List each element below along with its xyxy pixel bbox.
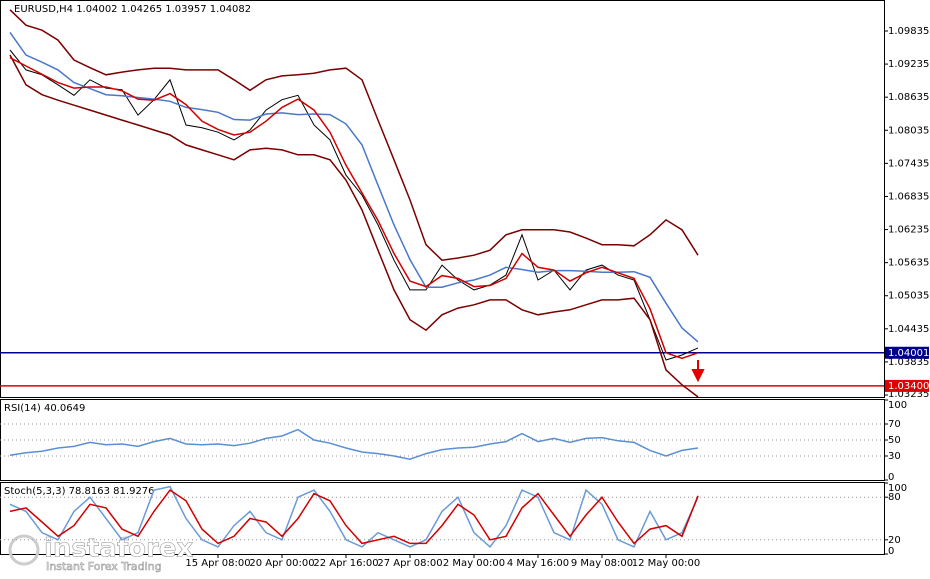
y-tick-label: 1.09235 [888, 59, 929, 70]
x-tick-label: 22 Apr 16:00 [313, 558, 378, 569]
y-tick-label: 100 [888, 400, 907, 411]
x-tick-label: 2 May 00:00 [443, 558, 505, 569]
y-tick-label: 1.06835 [888, 191, 929, 202]
level-label: 1.04001 [888, 348, 929, 359]
watermark-brand: instaforex [44, 534, 194, 564]
y-tick-label: 1.04435 [888, 324, 929, 335]
stoch-panel [0, 482, 885, 555]
rsi-title: RSI(14) 40.0649 [4, 403, 85, 414]
main-panel [0, 0, 885, 398]
y-tick-label: 1.05035 [888, 291, 929, 302]
y-tick-label: 1.09835 [888, 26, 929, 37]
y-tick-label: 1.05635 [888, 258, 929, 269]
level-tag [885, 379, 929, 392]
series-line [9, 428, 699, 460]
x-tick-label: 27 Apr 08:00 [377, 558, 442, 569]
level-label: 1.03400 [888, 381, 929, 392]
series-line [9, 31, 699, 343]
y-tick-label: 70 [888, 419, 901, 430]
watermark-slogan: Instant Forex Trading [46, 560, 162, 573]
series-line [9, 489, 699, 545]
x-tick-label: 20 Apr 00:00 [249, 558, 314, 569]
y-tick-label: 100 [888, 483, 907, 494]
y-tick-label: 1.07435 [888, 158, 929, 169]
series-line [9, 54, 699, 398]
y-tick-label: 1.08035 [888, 125, 929, 136]
y-tick-label: 20 [888, 535, 901, 546]
down-arrow [691, 360, 705, 383]
series-line [9, 9, 699, 261]
y-tick-label: 1.06235 [888, 225, 929, 236]
x-tick-label: 4 May 16:00 [507, 558, 569, 569]
x-tick-label: 12 May 00:00 [632, 558, 701, 569]
stoch-title: Stoch(5,3,3) 78.8163 81.9276 [4, 486, 155, 497]
series-line [9, 485, 699, 549]
y-tick-label: 1.03235 [888, 389, 929, 400]
level-tag [885, 346, 929, 359]
y-tick-label: 1.03835 [888, 357, 929, 368]
x-tick-label: 9 May 08:00 [571, 558, 633, 569]
y-tick-label: 80 [888, 492, 901, 503]
y-tick-label: 0 [888, 472, 894, 483]
y-tick-label: 50 [888, 435, 901, 446]
y-tick-label: 30 [888, 451, 901, 462]
watermark-logo [8, 534, 40, 566]
y-tick-label: 0 [888, 546, 894, 557]
x-tick-label: 15 Apr 08:00 [185, 558, 250, 569]
chart-title: EURUSD,H4 1.04002 1.04265 1.03957 1.0408… [14, 4, 251, 15]
series-line [9, 57, 699, 360]
y-tick-label: 1.08635 [888, 92, 929, 103]
